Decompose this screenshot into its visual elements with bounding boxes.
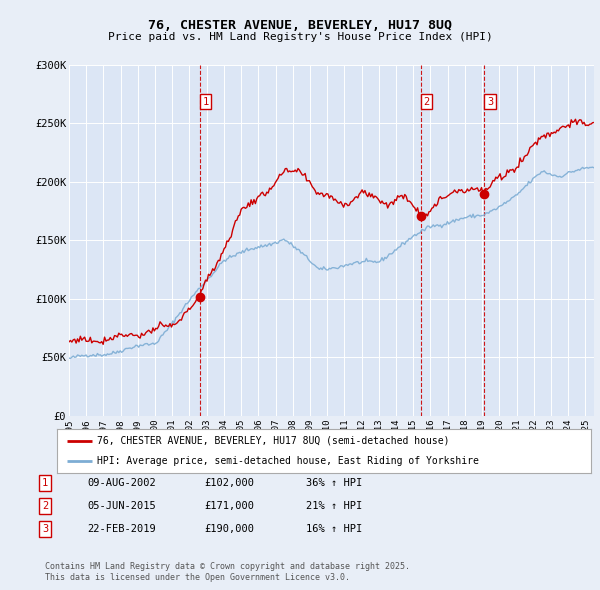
Text: 16% ↑ HPI: 16% ↑ HPI bbox=[306, 524, 362, 533]
Text: 3: 3 bbox=[42, 524, 48, 533]
Text: 76, CHESTER AVENUE, BEVERLEY, HU17 8UQ (semi-detached house): 76, CHESTER AVENUE, BEVERLEY, HU17 8UQ (… bbox=[97, 436, 449, 446]
Text: 76, CHESTER AVENUE, BEVERLEY, HU17 8UQ: 76, CHESTER AVENUE, BEVERLEY, HU17 8UQ bbox=[148, 19, 452, 32]
Text: 3: 3 bbox=[487, 97, 493, 107]
Text: £102,000: £102,000 bbox=[204, 478, 254, 487]
Text: £190,000: £190,000 bbox=[204, 524, 254, 533]
Text: 36% ↑ HPI: 36% ↑ HPI bbox=[306, 478, 362, 487]
Text: Contains HM Land Registry data © Crown copyright and database right 2025.: Contains HM Land Registry data © Crown c… bbox=[45, 562, 410, 571]
Text: 05-JUN-2015: 05-JUN-2015 bbox=[87, 501, 156, 510]
Text: 22-FEB-2019: 22-FEB-2019 bbox=[87, 524, 156, 533]
Text: £171,000: £171,000 bbox=[204, 501, 254, 510]
Text: 1: 1 bbox=[202, 97, 209, 107]
Text: 09-AUG-2002: 09-AUG-2002 bbox=[87, 478, 156, 487]
Text: This data is licensed under the Open Government Licence v3.0.: This data is licensed under the Open Gov… bbox=[45, 572, 350, 582]
Text: HPI: Average price, semi-detached house, East Riding of Yorkshire: HPI: Average price, semi-detached house,… bbox=[97, 456, 479, 466]
Text: 2: 2 bbox=[424, 97, 430, 107]
Text: 1: 1 bbox=[42, 478, 48, 487]
Text: Price paid vs. HM Land Registry's House Price Index (HPI): Price paid vs. HM Land Registry's House … bbox=[107, 32, 493, 41]
Text: 21% ↑ HPI: 21% ↑ HPI bbox=[306, 501, 362, 510]
Text: 2: 2 bbox=[42, 501, 48, 510]
